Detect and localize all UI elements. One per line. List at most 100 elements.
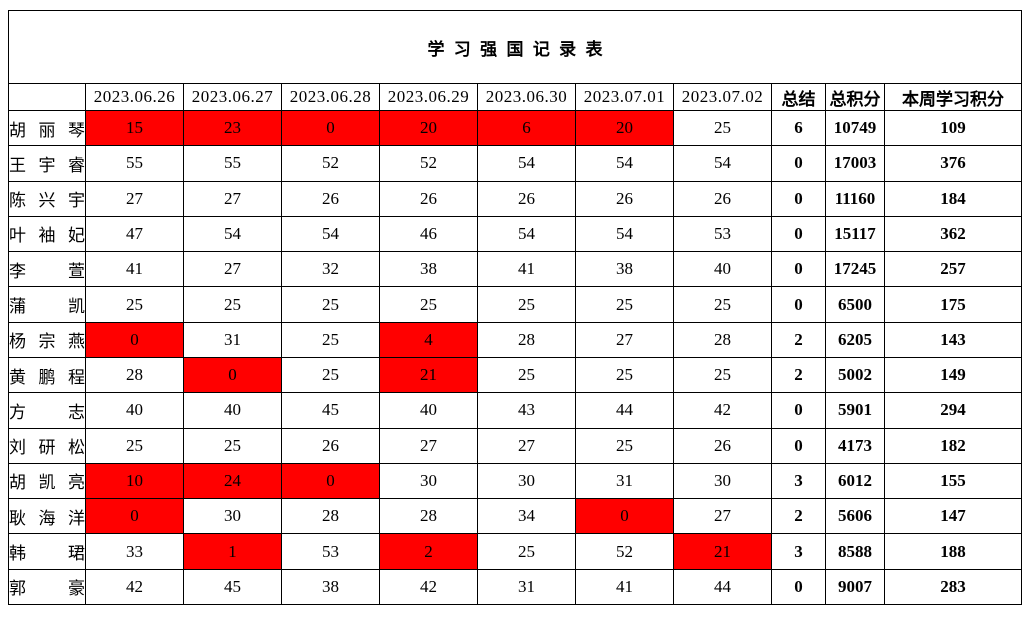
day-score-cell: 40 xyxy=(379,392,478,429)
day-score-cell: 40 xyxy=(85,392,184,429)
day-score-cell: 41 xyxy=(575,568,674,606)
day-score-cell-highlighted: 6 xyxy=(477,109,576,147)
day-score-cell: 45 xyxy=(183,568,282,606)
day-score-cell: 54 xyxy=(477,215,576,253)
day-score-cell: 27 xyxy=(183,180,282,217)
day-score-cell-highlighted: 20 xyxy=(575,109,674,147)
header-row: 2023.06.26 2023.06.27 2023.06.28 2023.06.29… xyxy=(8,83,1022,111)
student-name: 胡凯亮 xyxy=(8,462,86,500)
total-points-cell: 4173 xyxy=(825,427,885,464)
student-name: 叶袖妃 xyxy=(8,215,86,253)
day-score-cell-highlighted: 0 xyxy=(281,462,380,500)
day-score-cell: 46 xyxy=(379,215,478,253)
day-score-cell: 31 xyxy=(575,462,674,500)
total-points-cell: 6500 xyxy=(825,286,885,323)
day-score-cell: 30 xyxy=(673,462,772,500)
summary-cell: 2 xyxy=(771,498,826,535)
day-score-cell: 52 xyxy=(379,145,478,182)
day-score-cell-highlighted: 21 xyxy=(379,356,478,394)
week-points-cell: 362 xyxy=(884,215,1022,253)
week-points-cell: 294 xyxy=(884,392,1022,429)
student-name: 韩珺 xyxy=(8,533,86,570)
corner-cell xyxy=(8,83,86,111)
day-score-cell: 25 xyxy=(673,356,772,394)
summary-cell: 2 xyxy=(771,321,826,358)
day-score-cell: 25 xyxy=(379,286,478,323)
day-score-cell: 54 xyxy=(673,145,772,182)
day-score-cell: 53 xyxy=(281,533,380,570)
student-name: 黄鹏程 xyxy=(8,356,86,394)
table-row: 王宇睿 55 55 52 52 54 54 54 0 17003 376 xyxy=(8,145,1022,182)
day-score-cell-highlighted: 0 xyxy=(183,356,282,394)
day-score-cell: 42 xyxy=(85,568,184,606)
day-score-cell: 40 xyxy=(673,251,772,288)
student-name: 杨宗燕 xyxy=(8,321,86,358)
day-score-cell: 27 xyxy=(575,321,674,358)
record-table: 学习强国记录表 2023.06.26 2023.06.27 2023.06.28 20… xyxy=(8,10,1022,606)
day-score-cell: 28 xyxy=(85,356,184,394)
day-score-cell: 47 xyxy=(85,215,184,253)
record-sheet: 学习强国记录表 2023.06.26 2023.06.27 2023.06.28 20… xyxy=(8,10,1022,606)
table-row: 韩珺 33 1 53 2 25 52 21 3 8588 188 xyxy=(8,533,1022,570)
day-score-cell: 26 xyxy=(575,180,674,217)
day-score-cell: 41 xyxy=(477,251,576,288)
day-score-cell: 31 xyxy=(183,321,282,358)
week-points-cell: 143 xyxy=(884,321,1022,358)
day-score-cell-highlighted: 20 xyxy=(379,109,478,147)
table-row: 郭豪 42 45 38 42 31 41 44 0 9007 283 xyxy=(8,568,1022,606)
total-points-cell: 5002 xyxy=(825,356,885,394)
date-column-header: 2023.06.29 xyxy=(379,83,478,111)
total-points-cell: 9007 xyxy=(825,568,885,606)
week-points-cell: 376 xyxy=(884,145,1022,182)
day-score-cell-highlighted: 24 xyxy=(183,462,282,500)
table-row: 方志 40 40 45 40 43 44 42 0 5901 294 xyxy=(8,392,1022,429)
day-score-cell: 52 xyxy=(281,145,380,182)
day-score-cell: 26 xyxy=(379,180,478,217)
student-name: 方志 xyxy=(8,392,86,429)
day-score-cell: 27 xyxy=(379,427,478,464)
day-score-cell-highlighted: 21 xyxy=(673,533,772,570)
student-name: 刘研松 xyxy=(8,427,86,464)
day-score-cell-highlighted: 10 xyxy=(85,462,184,500)
day-score-cell: 40 xyxy=(183,392,282,429)
week-points-cell: 109 xyxy=(884,109,1022,147)
student-name: 王宇睿 xyxy=(8,145,86,182)
total-points-cell: 6205 xyxy=(825,321,885,358)
day-score-cell: 26 xyxy=(281,427,380,464)
date-column-header: 2023.07.02 xyxy=(673,83,772,111)
day-score-cell: 25 xyxy=(575,356,674,394)
day-score-cell: 52 xyxy=(575,533,674,570)
page-title: 学习强国记录表 xyxy=(8,10,1022,84)
day-score-cell: 41 xyxy=(85,251,184,288)
day-score-cell: 26 xyxy=(673,180,772,217)
week-points-cell: 147 xyxy=(884,498,1022,535)
day-score-cell: 43 xyxy=(477,392,576,429)
day-score-cell: 30 xyxy=(477,462,576,500)
total-points-cell: 17003 xyxy=(825,145,885,182)
day-score-cell-highlighted: 0 xyxy=(575,498,674,535)
summary-cell: 3 xyxy=(771,533,826,570)
week-points-cell: 257 xyxy=(884,251,1022,288)
week-points-cell: 155 xyxy=(884,462,1022,500)
day-score-cell: 54 xyxy=(281,215,380,253)
title-row: 学习强国记录表 xyxy=(8,10,1022,84)
day-score-cell-highlighted: 2 xyxy=(379,533,478,570)
day-score-cell: 25 xyxy=(183,286,282,323)
day-score-cell: 38 xyxy=(575,251,674,288)
student-name: 蒲凯 xyxy=(8,286,86,323)
summary-cell: 3 xyxy=(771,462,826,500)
week-points-cell: 175 xyxy=(884,286,1022,323)
day-score-cell-highlighted: 4 xyxy=(379,321,478,358)
day-score-cell: 28 xyxy=(281,498,380,535)
day-score-cell: 25 xyxy=(673,286,772,323)
day-score-cell: 27 xyxy=(183,251,282,288)
day-score-cell: 28 xyxy=(673,321,772,358)
day-score-cell-highlighted: 0 xyxy=(85,321,184,358)
day-score-cell: 42 xyxy=(379,568,478,606)
day-score-cell: 54 xyxy=(183,215,282,253)
summary-cell: 0 xyxy=(771,251,826,288)
date-column-header: 2023.06.27 xyxy=(183,83,282,111)
day-score-cell: 32 xyxy=(281,251,380,288)
student-name: 李萱 xyxy=(8,251,86,288)
day-score-cell: 26 xyxy=(477,180,576,217)
